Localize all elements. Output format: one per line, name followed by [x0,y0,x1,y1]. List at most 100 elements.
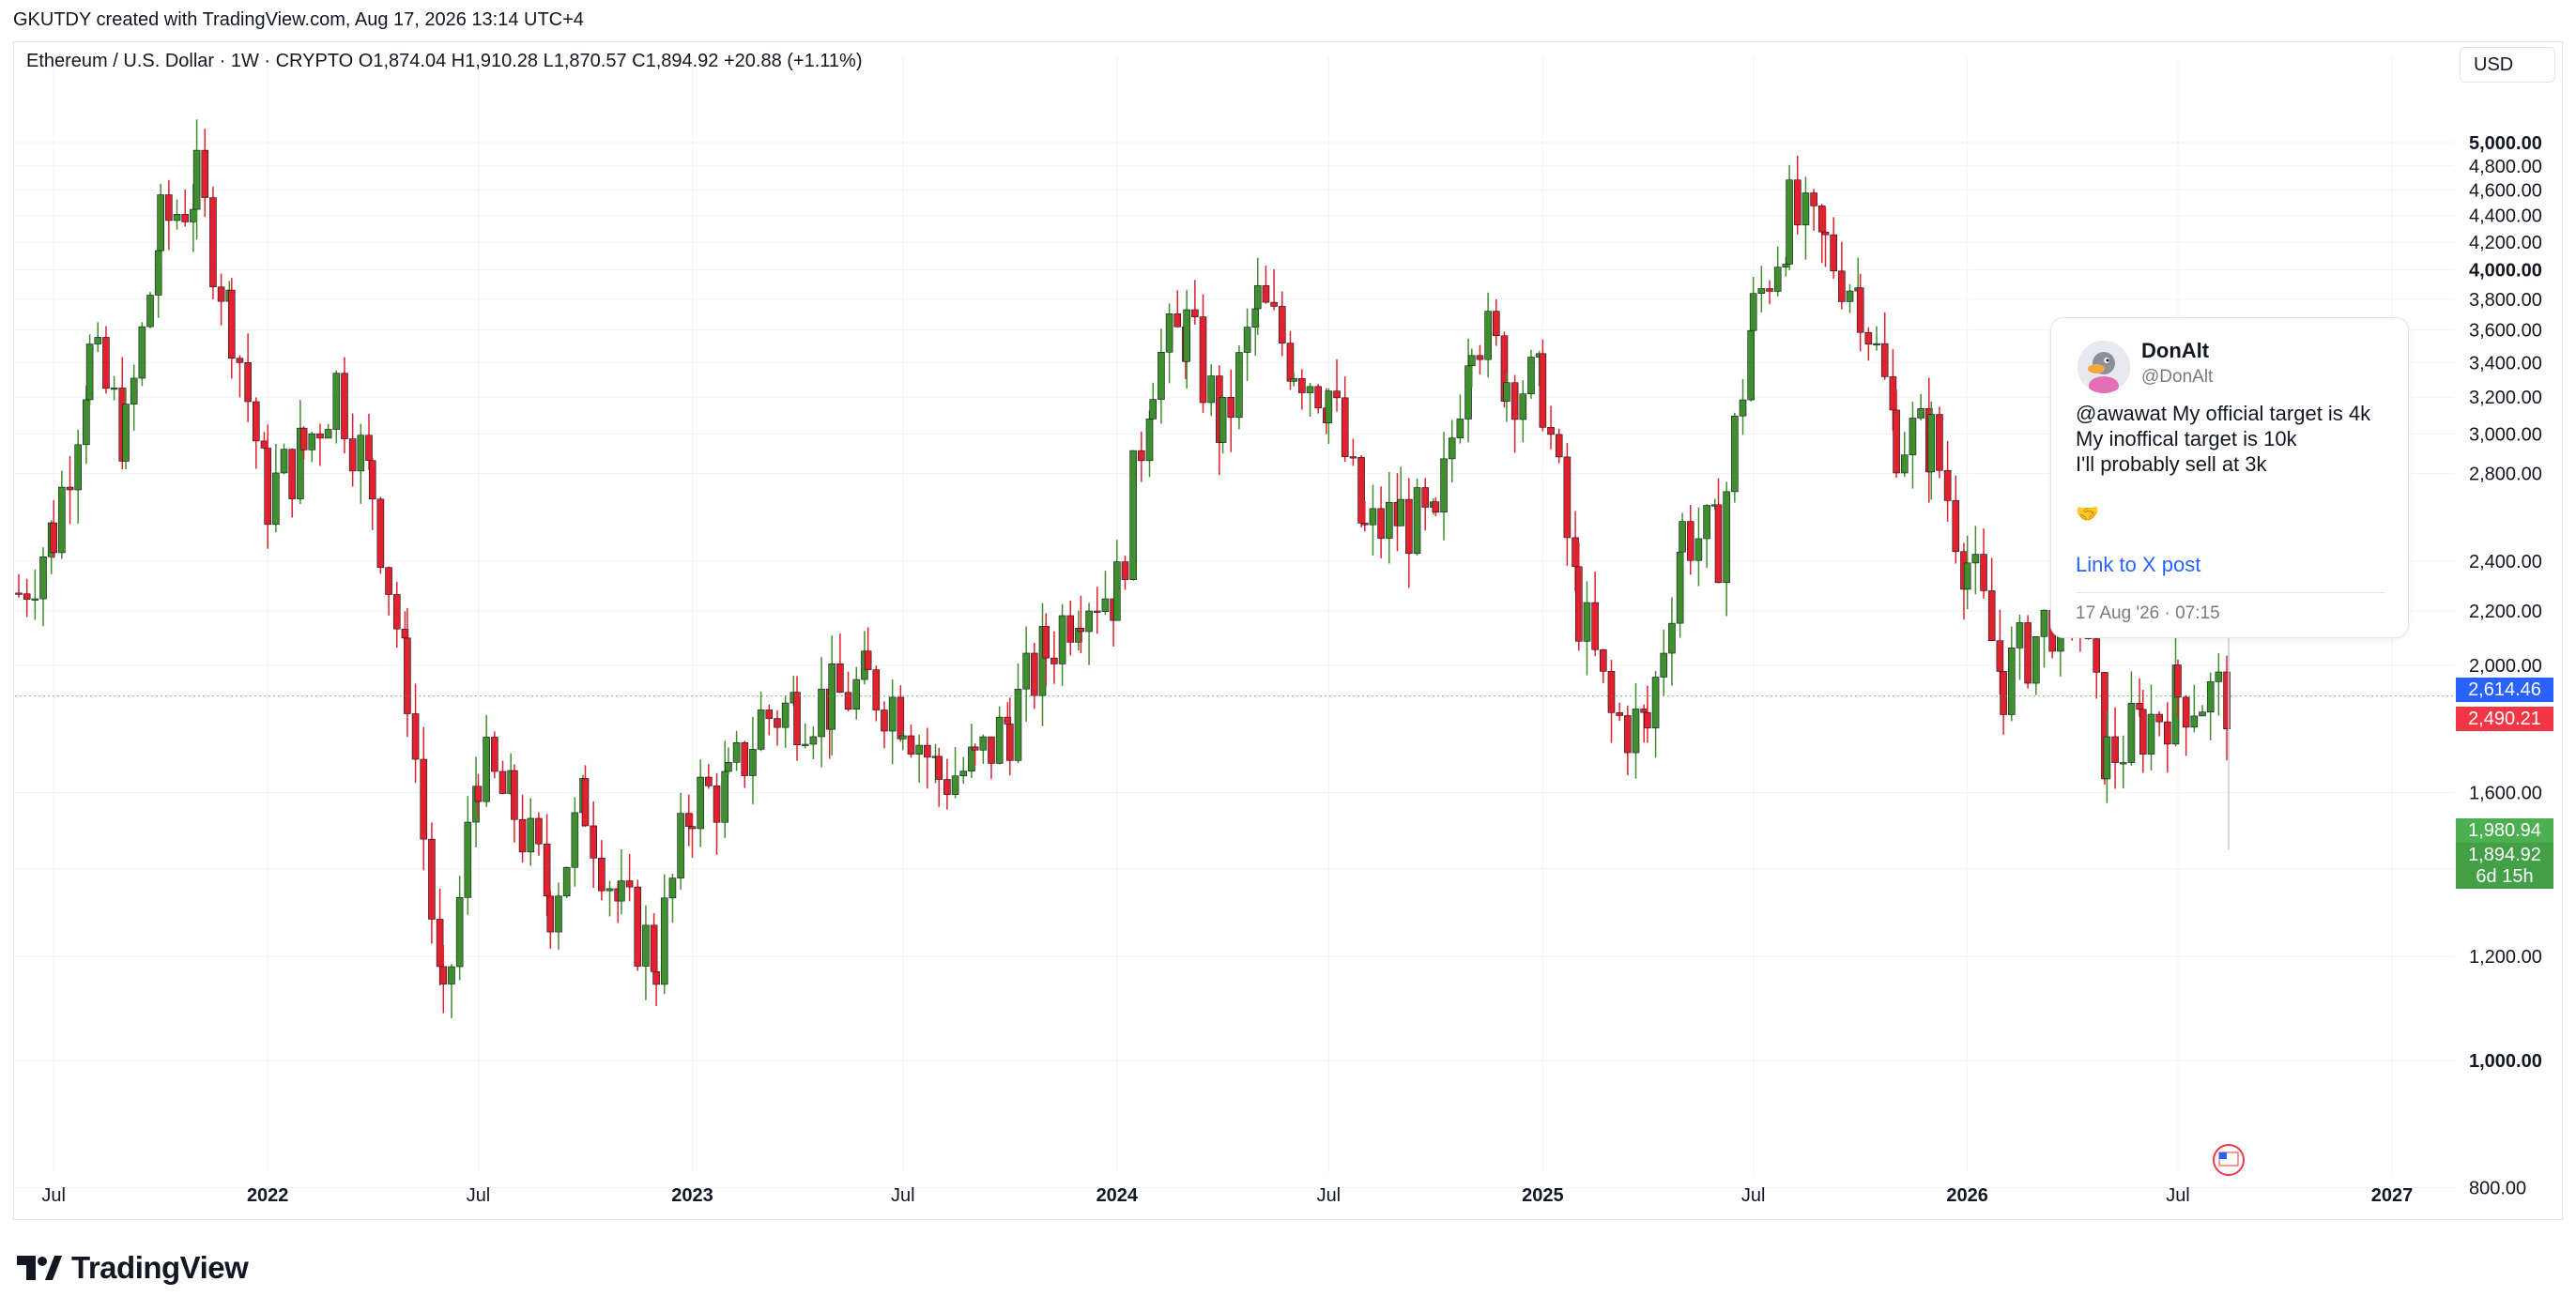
candle-body [1262,284,1270,303]
last-price-tag: 1,894.92 [2456,843,2553,867]
candle-body [660,897,668,985]
candle-body [1757,288,1766,294]
candle-body [173,214,181,221]
candle-body [995,716,1004,764]
candle-body [1145,419,1154,462]
divider [2076,592,2385,593]
candle-body [1980,554,1987,591]
candle-body [1624,715,1632,754]
candle-body [924,744,931,758]
candle-body [828,664,836,730]
candle-body [774,718,781,728]
candle-body [50,522,57,554]
candle-body [1793,179,1802,226]
candle-body [1660,652,1668,678]
time-axis-tick-label: Jul [41,1185,66,1206]
candle-body [404,637,411,714]
candle-body [2199,711,2206,717]
candle-body [385,567,392,595]
candle-body [2215,671,2223,682]
candle-body [252,401,260,442]
candle-body [1397,498,1404,526]
price-axis-tick-label: 2,000.00 [2469,656,2542,677]
candle-body [341,373,348,439]
currency-selector[interactable]: USD [2460,47,2555,83]
candle-body [1042,626,1050,659]
candle-body [1510,382,1519,420]
tweet-text: @awawat My official target is 4k My inof… [2076,401,2370,477]
price-axis-tick-label: 4,000.00 [2469,261,2542,282]
candle-body [2119,762,2127,765]
candle-body [244,361,252,403]
candle-body [705,776,713,786]
tweet-line: I'll probably sell at 3k [2076,452,2267,476]
tweet-card[interactable]: DonAlt @DonAlt @awawat My official targe… [2050,317,2409,638]
candle-body [491,737,498,772]
candle-body [606,888,614,892]
candle-body [581,778,590,827]
tradingview-logo[interactable]: TradingView [17,1250,249,1286]
candle-body [1838,270,1846,302]
candle-body [264,448,271,526]
candle-body [1050,657,1058,664]
tweet-link[interactable]: Link to X post [2076,553,2201,576]
candle-body [357,435,365,472]
time-axis-tick-label: 2022 [247,1185,289,1206]
candle-body [365,435,373,462]
candle-body [85,343,94,401]
candle-body [1493,311,1500,337]
candle-body [1503,382,1510,402]
candle-body [1952,500,1960,552]
candle-body [448,966,455,984]
markers [15,638,2454,1176]
candle-body [376,498,385,569]
candle-body [1723,491,1730,584]
candle-body [793,692,801,746]
candle-body [688,826,697,830]
candle-body [1747,329,1755,401]
candle-body [1173,313,1182,328]
candle-body [1325,390,1333,423]
candle-body [518,818,527,853]
candle-body [74,444,82,491]
candle-body [1278,306,1286,343]
candle-body [1467,355,1476,367]
candle-body [392,594,401,630]
candle-body [1555,434,1563,458]
candle-body [1014,688,1022,761]
candle-body [1219,396,1227,443]
candle-body [2040,609,2048,637]
candle-body [598,858,606,892]
candle-body [2164,721,2171,745]
candle-body [1668,622,1676,654]
candle-body [1405,498,1413,555]
candle-body [2155,713,2163,723]
candle-body [316,433,324,439]
candle-body [881,709,888,732]
price-axis: 600.00800.001,000.001,200.001,400.001,60… [2469,133,2542,1199]
candle-body [1243,327,1251,353]
candle-body [1227,396,1235,419]
candle-body [818,688,825,738]
candle-body [1519,393,1527,420]
candle-body [852,679,861,710]
candle-body [130,377,138,404]
candle-body [809,736,818,745]
candle-body [562,866,571,897]
price-axis-tick-label: 4,800.00 [2469,157,2542,177]
candle-body [1971,554,1980,564]
candle-body [571,812,579,868]
price-axis-tick-label: 4,400.00 [2469,206,2542,227]
symbol-legend[interactable]: Ethereum / U.S. Dollar · 1W · CRYPTO O1,… [26,51,863,71]
candle-body [1679,521,1686,553]
candle-body [1270,301,1278,307]
candle-body [288,449,297,499]
candle-body [1149,399,1158,420]
candle-body [713,786,721,823]
candle-body [1385,501,1393,539]
candle-body [1066,615,1075,643]
candle-body [527,817,535,853]
candle-body [122,404,130,462]
us-flag-canton [2219,1152,2227,1159]
